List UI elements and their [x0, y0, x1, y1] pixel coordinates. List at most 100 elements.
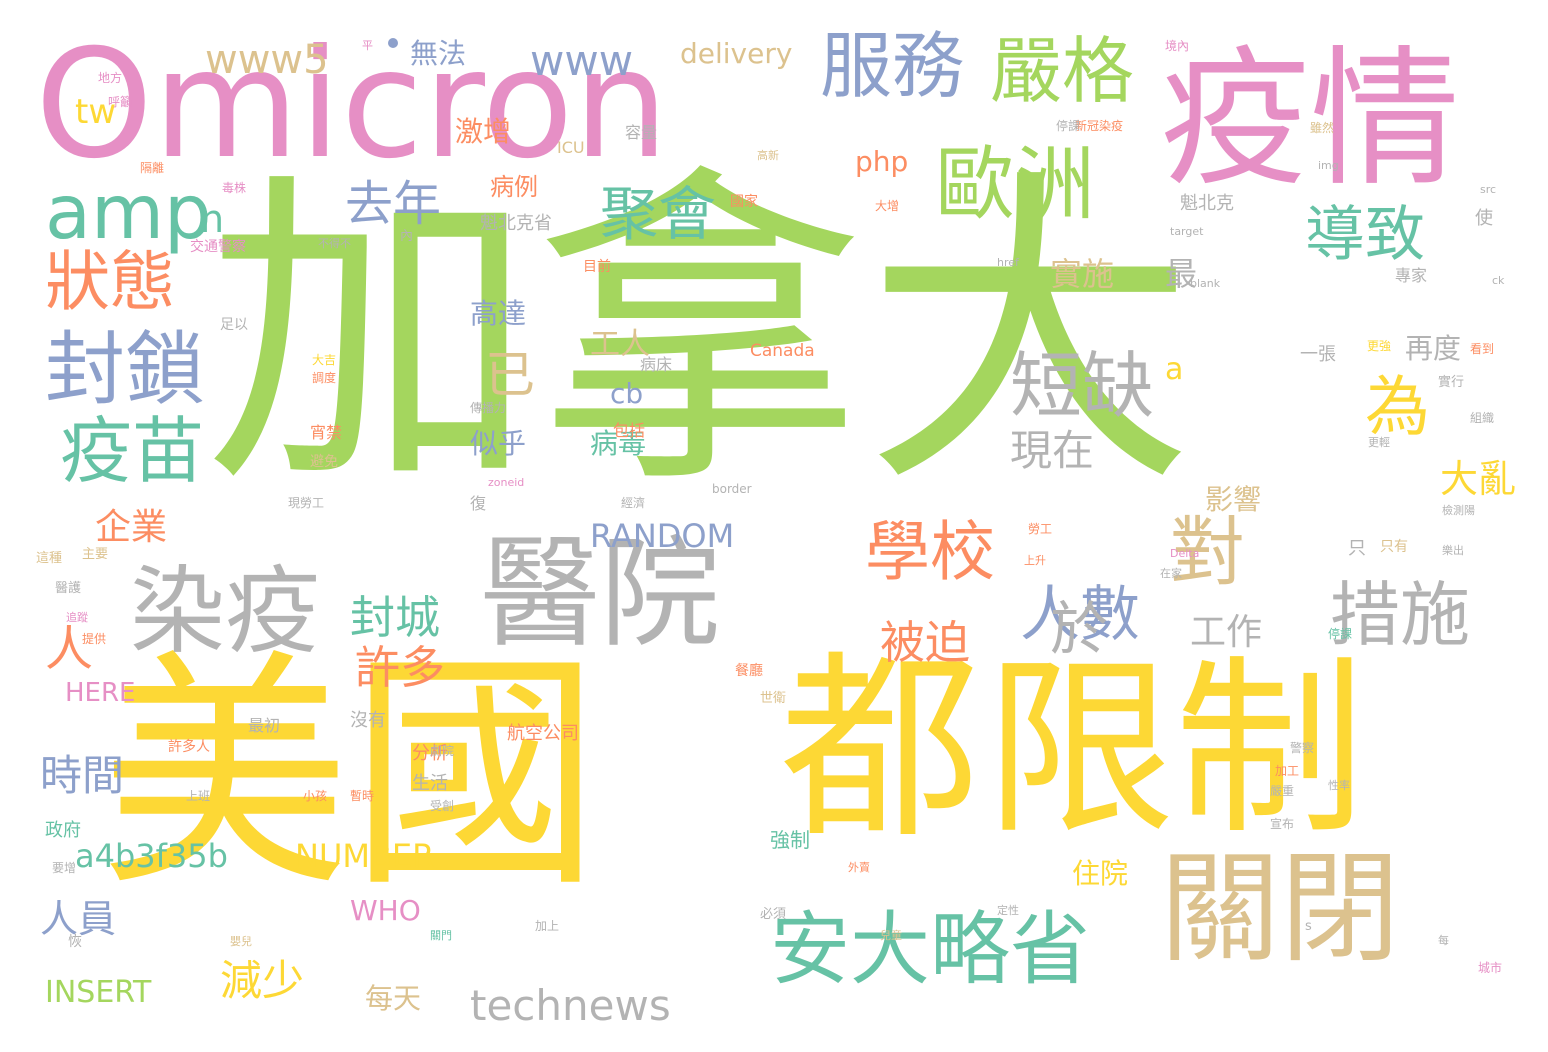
word-90: 最初 [248, 716, 281, 735]
word-156: 停課 [1328, 627, 1353, 641]
word-135: 兒童 [880, 929, 902, 942]
word-125: src [1480, 183, 1497, 196]
word-20: 措施 [1330, 574, 1470, 656]
word-18: 學校 [865, 515, 996, 590]
word-41: php [855, 145, 909, 178]
word-66: a [1165, 352, 1184, 387]
word-129: Delta [1170, 547, 1200, 560]
word-117: zoneid [488, 476, 525, 489]
word-98: 劇院 [430, 744, 455, 758]
word-107: 地方 [98, 71, 123, 85]
word-4: Omicron [35, 18, 669, 192]
word-63: 住院 [1072, 857, 1129, 890]
word-51: 大亂 [1440, 457, 1517, 501]
word-155: 大增 [875, 199, 900, 213]
word-81: 使 [1475, 208, 1493, 229]
word-76: 容量 [625, 123, 658, 142]
word-133: 定性 [997, 904, 1019, 917]
word-128: 樂出 [1442, 544, 1464, 557]
word-100: 嚴重 [1270, 784, 1295, 798]
word-25: 於 [1050, 595, 1109, 663]
word-95: 餐廳 [735, 663, 763, 679]
word-15: 狀態 [45, 245, 176, 320]
word-105: 停課 [1056, 119, 1081, 133]
word-79: 魁北克省 [480, 213, 552, 234]
word-65: n [200, 197, 225, 241]
word-109: 隔離 [140, 161, 165, 175]
word-12: 安大略省 [770, 903, 1090, 996]
word-112: 不得不 [318, 237, 351, 250]
word-143: 關門 [430, 929, 452, 942]
word-152: 境內 [1165, 39, 1190, 53]
word-160: 更輕 [1368, 436, 1390, 449]
word-61: 無法 [410, 37, 467, 70]
word-134: 外賣 [848, 861, 870, 874]
word-149: 主要 [82, 547, 109, 562]
word-104: 新冠染疫 [1075, 119, 1124, 133]
word-87: 只有 [1380, 539, 1408, 555]
word-130: 在家 [1160, 567, 1182, 580]
word-131: 上升 [1024, 554, 1046, 567]
word-136: 必須 [760, 907, 787, 922]
word-77: 目前 [583, 259, 611, 275]
word-43: RANDOM [590, 517, 735, 555]
word-80: 國家 [730, 194, 758, 210]
word-118: border [712, 482, 752, 496]
word-8: 歐洲 [935, 138, 1095, 231]
word-64: tw [75, 92, 117, 132]
word-31: 已 [485, 346, 535, 404]
word-45: 最 [1165, 255, 1198, 293]
word-89: 避免 [310, 454, 338, 470]
word-132: 勞工 [1028, 522, 1053, 536]
word-73: 包括 [613, 421, 646, 440]
word-88: 宵禁 [310, 423, 343, 442]
word-62: 每天 [365, 982, 422, 1015]
word-150: 這種 [36, 551, 63, 566]
word-75: ICU [557, 138, 585, 157]
word-46: a4b3f35b [75, 837, 228, 875]
word-113: 足以 [220, 317, 248, 333]
word-83: 病床 [640, 355, 673, 374]
word-84: 一張 [1300, 344, 1336, 365]
word-119: 復 [470, 494, 487, 513]
word-141: 恢 [68, 934, 82, 950]
word-70: 航空公司 [507, 723, 579, 744]
word-153: 平 [362, 39, 373, 52]
word-7: 醫院 [480, 525, 720, 664]
word-39: 減少 [220, 956, 305, 1005]
word-58: 激增 [455, 115, 512, 148]
word-60: 影響 [1205, 483, 1262, 516]
word-103: 警察 [1290, 741, 1315, 755]
word-145: 醫護 [55, 581, 82, 596]
word-3: 限制 [985, 639, 1366, 860]
word-158: 看到 [1470, 342, 1495, 356]
word-42: 企業 [95, 507, 168, 548]
word-101: 加工 [1275, 764, 1300, 778]
word-140: 每 [1438, 934, 1449, 947]
word-137: 加上 [535, 919, 560, 933]
word-14: 疫苗 [60, 409, 205, 493]
word-59: 病毒 [590, 427, 647, 460]
word-151: 內 [400, 229, 414, 244]
word-23: 人數 [1020, 580, 1140, 650]
word-52: cb [610, 377, 644, 410]
word-37: 人員 [40, 897, 117, 941]
word-82: 專家 [1395, 266, 1428, 285]
word-86: 只 [1348, 538, 1366, 559]
word-157: 更強 [1367, 339, 1392, 353]
word-144: 性率 [1328, 779, 1350, 792]
word-122: target [1170, 225, 1204, 238]
word-28: technews [470, 981, 671, 1030]
word-159: 組織 [1470, 411, 1495, 425]
word-111: 交通警察 [190, 239, 246, 255]
word-33: 封城 [350, 591, 441, 644]
word-96: 受創 [430, 799, 455, 813]
word-24: 為 [1365, 370, 1431, 445]
word-48: INSERT [45, 975, 152, 1010]
word-116: 傳播力 [470, 401, 507, 415]
word-114: 大吉 [312, 353, 337, 367]
word-106: 雖然 [1310, 121, 1335, 135]
word-21: 導致 [1305, 200, 1425, 270]
word-78: 魁北克 [1180, 193, 1234, 214]
